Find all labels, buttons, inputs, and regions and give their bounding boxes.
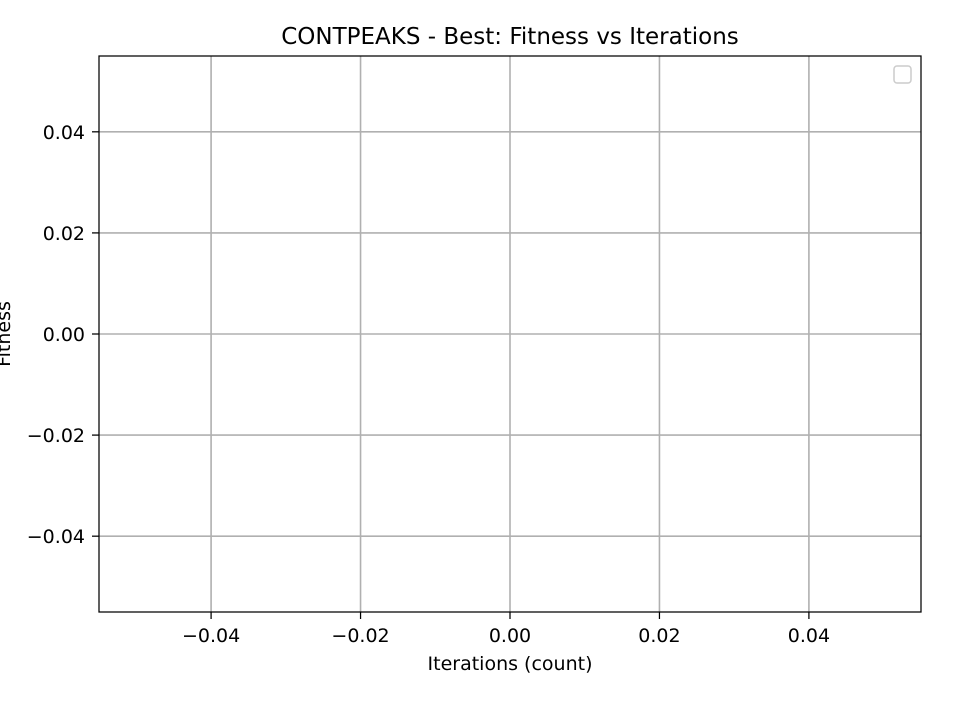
y-axis-ticks: −0.04 −0.02 0.00 0.02 0.04	[27, 122, 99, 548]
x-tick-label: −0.02	[331, 625, 389, 647]
grid-layer	[99, 56, 921, 612]
y-tick-label: −0.02	[27, 425, 85, 447]
x-tick-label: 0.00	[489, 625, 531, 647]
legend-box	[893, 65, 912, 84]
y-tick-label: 0.02	[43, 223, 85, 245]
y-tick-label: 0.04	[43, 122, 85, 144]
x-axis-ticks: −0.04 −0.02 0.00 0.02 0.04	[182, 612, 830, 647]
x-tick-label: 0.02	[638, 625, 680, 647]
x-axis-label: Iterations (count)	[428, 653, 593, 675]
x-tick-label: 0.04	[788, 625, 830, 647]
y-tick-label: 0.00	[43, 324, 85, 346]
x-tick-label: −0.04	[182, 625, 240, 647]
y-axis-label: Fitness	[0, 301, 15, 367]
chart-title: CONTPEAKS - Best: Fitness vs Iterations	[281, 24, 739, 50]
y-tick-label: −0.04	[27, 526, 85, 548]
